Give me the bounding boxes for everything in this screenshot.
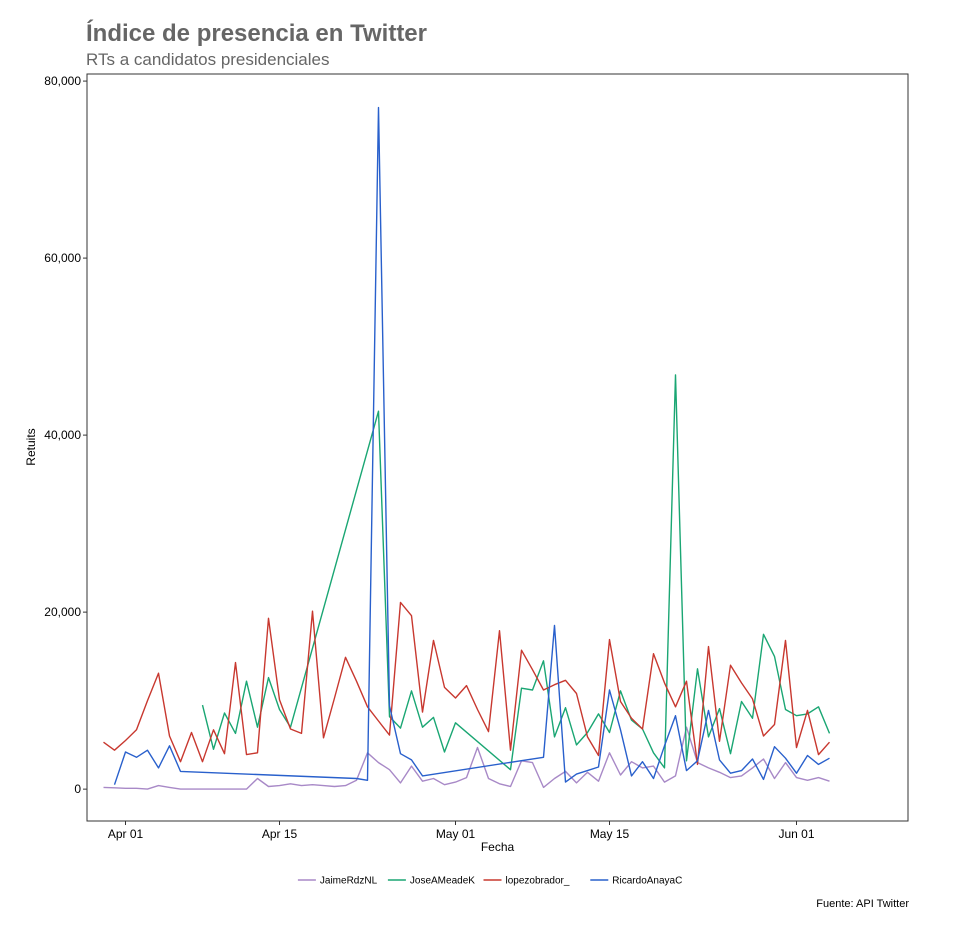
x-tick-label: Jun 01 bbox=[778, 827, 814, 841]
series-line-JoseAMeadeK bbox=[201, 374, 831, 771]
legend-label: JaimeRdzNL bbox=[320, 876, 378, 887]
series-layer bbox=[103, 106, 831, 790]
x-tick-label: Apr 15 bbox=[262, 827, 298, 841]
y-tick-label: 20,000 bbox=[44, 605, 81, 619]
chart-caption: Fuente: API Twitter bbox=[816, 898, 909, 910]
y-tick-label: 60,000 bbox=[44, 251, 81, 265]
chart-title: Índice de presencia en Twitter bbox=[86, 20, 427, 47]
x-tick-label: May 15 bbox=[590, 827, 630, 841]
plot-panel bbox=[86, 73, 909, 822]
y-axis: 0 20,000 40,000 60,000 80,000 bbox=[44, 74, 87, 796]
x-tick-label: Apr 01 bbox=[108, 827, 144, 841]
x-tick-label: May 01 bbox=[436, 827, 476, 841]
x-axis: Apr 01 Apr 15 May 01 May 15 Jun 01 bbox=[108, 821, 815, 841]
y-axis-label: Retuits bbox=[24, 428, 38, 465]
series-line-RicardoAnayaC bbox=[113, 106, 830, 785]
legend-label: RicardoAnayaC bbox=[612, 876, 682, 887]
y-tick-label: 40,000 bbox=[44, 428, 81, 442]
legend-label: lopezobrador_ bbox=[506, 876, 570, 887]
x-axis-label: Fecha bbox=[481, 840, 515, 854]
series-line-JaimeRdzNL bbox=[103, 726, 830, 790]
y-tick-label: 80,000 bbox=[44, 74, 81, 88]
chart-subtitle: RTs a candidatos presidenciales bbox=[86, 50, 330, 69]
legend: JaimeRdzNL JoseAMeadeK lopezobrador_ Ricard… bbox=[297, 876, 682, 887]
y-tick-label: 0 bbox=[74, 782, 81, 796]
series-line-lopezobrador bbox=[103, 601, 831, 766]
legend-label: JoseAMeadeK bbox=[410, 876, 475, 887]
